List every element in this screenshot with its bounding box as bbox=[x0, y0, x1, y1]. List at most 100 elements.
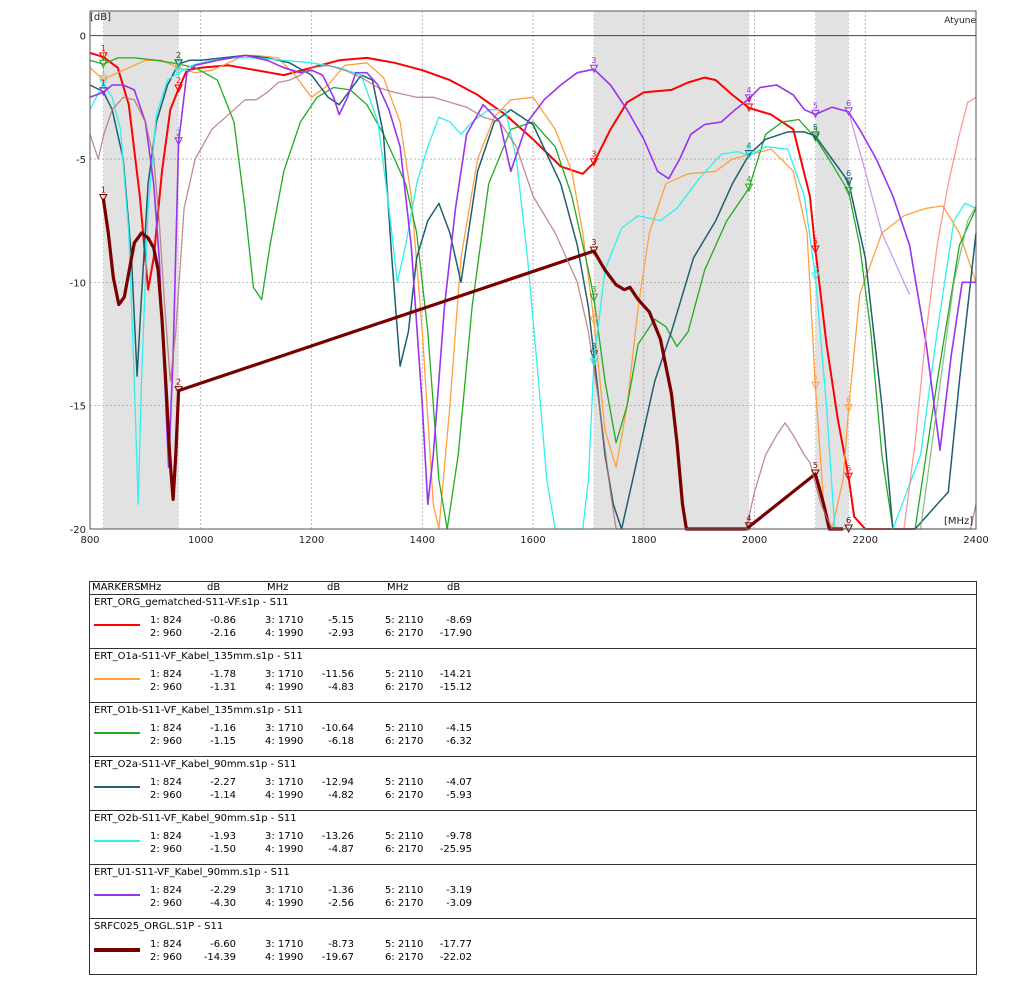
traces bbox=[89, 51, 977, 531]
trace-color-swatch bbox=[94, 840, 140, 842]
marker-freq: 3: 1710 bbox=[265, 885, 304, 896]
marker-number: 1 bbox=[101, 79, 106, 88]
marker-triangle bbox=[174, 84, 183, 94]
marker-triangle bbox=[744, 183, 754, 193]
marker-value: -10.64 bbox=[321, 723, 354, 734]
marker-triangle bbox=[98, 52, 108, 61]
marker-value: -4.15 bbox=[446, 723, 472, 734]
marker-freq: 1: 824 bbox=[150, 669, 182, 680]
marker-triangle bbox=[811, 245, 820, 255]
marker-value: -2.93 bbox=[328, 628, 354, 639]
marker-freq: 4: 1990 bbox=[265, 898, 304, 909]
y-unit-label: [dB] bbox=[90, 12, 111, 23]
marker-freq: 3: 1710 bbox=[265, 939, 304, 950]
marker-number: 2 bbox=[176, 76, 181, 85]
marker-number: 2 bbox=[176, 129, 181, 138]
trace-color-swatch bbox=[94, 948, 140, 952]
db-heading-3: dB bbox=[447, 582, 461, 593]
marker-triangle bbox=[174, 137, 183, 146]
marker-freq: 2: 960 bbox=[150, 628, 182, 639]
x-tick-label: 1000 bbox=[188, 535, 213, 546]
marker-freq: 2: 960 bbox=[150, 844, 182, 855]
marker-freq: 4: 1990 bbox=[265, 682, 304, 693]
marker-number: 3 bbox=[591, 238, 596, 247]
trace-line-5 bbox=[89, 54, 976, 506]
marker-freq: 1: 824 bbox=[150, 615, 182, 626]
marker-triangle bbox=[98, 193, 108, 203]
marker-freq: 5: 2110 bbox=[385, 777, 424, 788]
x-tick-label: 1400 bbox=[410, 535, 435, 546]
trace-block: ERT_U1-S11-VF_Kabel_90mm.s1p - S11 1: 824… bbox=[90, 865, 976, 919]
marker-freq: 4: 1990 bbox=[265, 628, 304, 639]
marker-value: -3.09 bbox=[446, 898, 472, 909]
trace-name: ERT_U1-S11-VF_Kabel_90mm.s1p - S11 bbox=[94, 867, 290, 878]
marker-triangle bbox=[744, 150, 754, 159]
trace-name: ERT_O1a-S11-VF_Kabel_135mm.s1p - S11 bbox=[94, 651, 303, 662]
marker-freq: 4: 1990 bbox=[265, 736, 304, 747]
marker-triangle bbox=[589, 158, 599, 167]
trace-block: ERT_O1a-S11-VF_Kabel_135mm.s1p - S11 1: 8… bbox=[90, 649, 976, 703]
marker-number: 1 bbox=[101, 44, 106, 53]
marker-value: -0.86 bbox=[210, 615, 236, 626]
marker-triangle bbox=[811, 109, 820, 119]
markers-heading: MARKERS: bbox=[92, 582, 144, 593]
marker-number: 1 bbox=[101, 185, 106, 194]
marker-value: -2.56 bbox=[328, 898, 354, 909]
y-tick-label: -5 bbox=[76, 155, 86, 166]
marker-freq: 6: 2170 bbox=[385, 898, 424, 909]
marker-value: -1.16 bbox=[210, 723, 236, 734]
trace-color-swatch bbox=[94, 894, 140, 896]
marker-triangle bbox=[98, 59, 108, 69]
marker-value: -4.30 bbox=[210, 898, 236, 909]
marker-freq: 5: 2110 bbox=[385, 669, 424, 680]
trace-color-swatch bbox=[94, 624, 140, 626]
marker-freq: 2: 960 bbox=[150, 898, 182, 909]
marker-freq: 5: 2110 bbox=[385, 723, 424, 734]
marker-triangle bbox=[744, 522, 754, 531]
marker-number: 6 bbox=[846, 169, 851, 178]
marker-number: 1 bbox=[101, 70, 106, 79]
marker-number: 6 bbox=[846, 516, 851, 525]
marker-triangle bbox=[589, 293, 599, 303]
marker-value: -6.32 bbox=[446, 736, 472, 747]
marker-number: 3 bbox=[591, 342, 596, 351]
brand-label: Atyune bbox=[944, 16, 976, 26]
marker-number: 6 bbox=[846, 179, 851, 188]
marker-freq: 5: 2110 bbox=[385, 885, 424, 896]
marker-number: 1 bbox=[101, 67, 106, 76]
marker-triangle bbox=[744, 103, 754, 113]
marker-value: -14.21 bbox=[439, 669, 472, 680]
marker-triangle bbox=[174, 68, 183, 77]
marker-value: -4.83 bbox=[328, 682, 354, 693]
marker-number: 5 bbox=[813, 373, 818, 382]
marker-value: -2.27 bbox=[210, 777, 236, 788]
marker-table-header: MARKERS: MHz dB MHz dB MHz dB bbox=[90, 582, 976, 595]
marker-value: -4.87 bbox=[328, 844, 354, 855]
marker-value: -15.12 bbox=[439, 682, 472, 693]
x-tick-label: 1600 bbox=[520, 535, 545, 546]
marker-number: 4 bbox=[746, 86, 751, 95]
marker-value: -1.93 bbox=[210, 831, 236, 842]
marker-triangle bbox=[844, 107, 853, 117]
y-tick-label: -10 bbox=[70, 278, 86, 289]
trace-line-3 bbox=[89, 54, 977, 530]
marker-triangle bbox=[174, 63, 183, 73]
marker-number: 4 bbox=[746, 514, 751, 523]
y-tick-label: -15 bbox=[70, 402, 86, 413]
marker-value: -1.78 bbox=[210, 669, 236, 680]
mhz-heading-3: MHz bbox=[387, 582, 409, 593]
marker-number: 1 bbox=[101, 79, 106, 88]
trace-block: ERT_O2a-S11-VF_Kabel_90mm.s1p - S11 1: 82… bbox=[90, 757, 976, 811]
mhz-heading-1: MHz bbox=[140, 582, 162, 593]
marker-number: 3 bbox=[591, 350, 596, 359]
marker-triangle bbox=[844, 177, 853, 187]
trace-line-2 bbox=[89, 57, 977, 530]
marker-number: 2 bbox=[176, 378, 181, 387]
marker-number: 5 bbox=[813, 237, 818, 246]
marker-value: -12.94 bbox=[321, 777, 354, 788]
x-tick-labels: 800 1000 1200 1400 1600 1800 2000 2200 2400 bbox=[80, 535, 988, 546]
trace-name: ERT_O2a-S11-VF_Kabel_90mm.s1p - S11 bbox=[94, 759, 297, 770]
marker-freq: 1: 824 bbox=[150, 831, 182, 842]
marker-triangle bbox=[844, 404, 853, 413]
marker-number: 3 bbox=[591, 285, 596, 294]
